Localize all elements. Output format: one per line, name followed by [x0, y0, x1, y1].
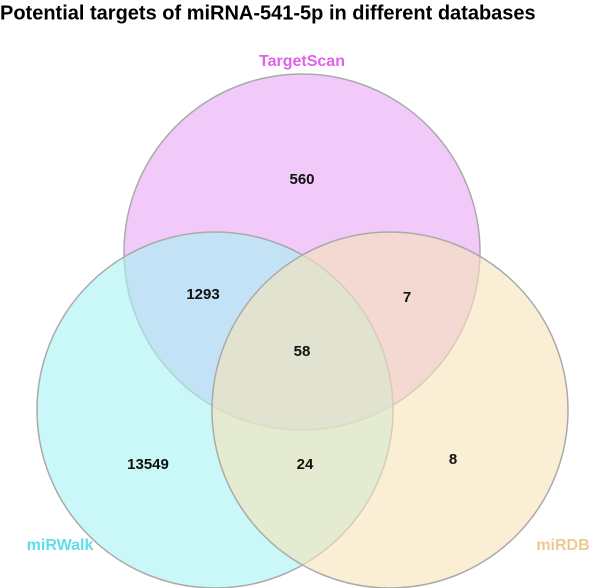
- region-count: 560: [289, 171, 314, 188]
- set-label: miRWalk: [27, 537, 94, 554]
- region-count: 13549: [127, 456, 169, 473]
- region-count: 8: [449, 451, 457, 468]
- set-label: miRDB: [536, 537, 589, 554]
- region-count: 24: [297, 456, 314, 473]
- set-label: TargetScan: [259, 53, 345, 70]
- set-circle: [211, 231, 569, 588]
- region-count: 1293: [186, 286, 219, 303]
- region-count: 7: [403, 289, 411, 306]
- chart-title: Potential targets of miRNA-541-5p in dif…: [0, 2, 536, 24]
- region-count: 58: [294, 343, 311, 360]
